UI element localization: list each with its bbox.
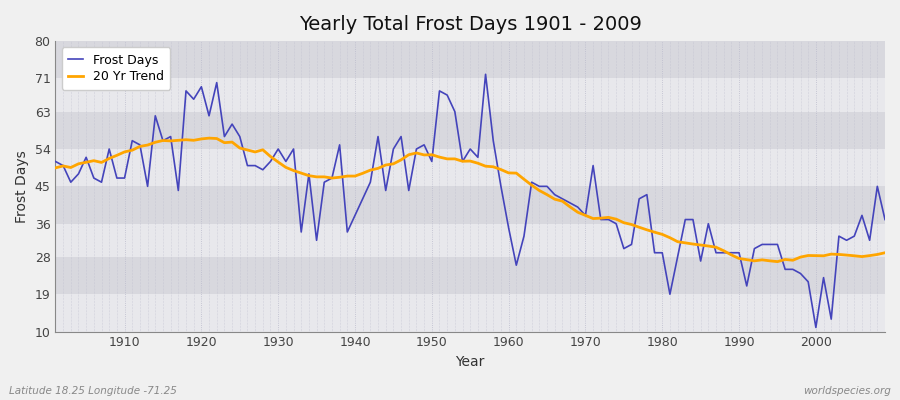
20 Yr Trend	[511, 171, 522, 176]
Title: Yearly Total Frost Days 1901 - 2009: Yearly Total Frost Days 1901 - 2009	[299, 15, 642, 34]
Bar	[56, 294, 885, 332]
Bar	[56, 149, 885, 186]
Frost Days	[281, 159, 292, 164]
20 Yr Trend	[503, 170, 514, 175]
20 Yr Trend	[603, 215, 614, 220]
Bar	[56, 257, 885, 294]
Text: worldspecies.org: worldspecies.org	[803, 386, 891, 396]
Text: Latitude 18.25 Longitude -71.25: Latitude 18.25 Longitude -71.25	[9, 386, 177, 396]
20 Yr Trend	[112, 153, 122, 158]
Bar	[56, 41, 885, 78]
X-axis label: Year: Year	[455, 355, 485, 369]
Frost Days	[503, 226, 514, 230]
Legend: Frost Days, 20 Yr Trend: Frost Days, 20 Yr Trend	[62, 47, 170, 90]
Frost Days	[879, 217, 890, 222]
Bar	[56, 186, 885, 224]
Line: 20 Yr Trend: 20 Yr Trend	[56, 138, 885, 262]
20 Yr Trend	[772, 259, 783, 264]
Frost Days	[603, 217, 614, 222]
20 Yr Trend	[50, 166, 61, 170]
20 Yr Trend	[334, 175, 345, 180]
20 Yr Trend	[203, 136, 214, 140]
20 Yr Trend	[879, 250, 890, 255]
Frost Days	[481, 72, 491, 77]
Bar	[56, 224, 885, 257]
Frost Days	[112, 176, 122, 180]
Y-axis label: Frost Days: Frost Days	[15, 150, 29, 223]
Frost Days	[327, 176, 338, 180]
Line: Frost Days: Frost Days	[56, 74, 885, 328]
Frost Days	[511, 263, 522, 268]
Frost Days	[811, 325, 822, 330]
20 Yr Trend	[288, 168, 299, 173]
Frost Days	[50, 159, 61, 164]
Bar	[56, 78, 885, 112]
Bar	[56, 112, 885, 149]
